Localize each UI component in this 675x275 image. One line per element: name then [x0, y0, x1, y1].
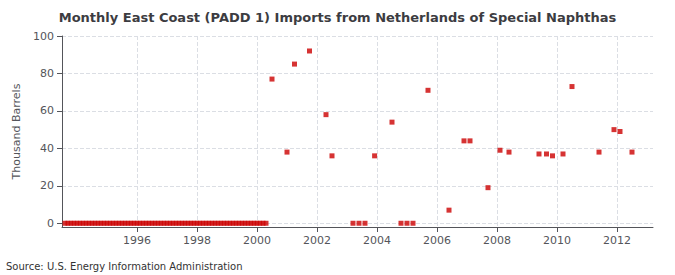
svg-text:20: 20 [40, 179, 54, 192]
svg-text:40: 40 [40, 142, 54, 155]
svg-text:0: 0 [47, 217, 54, 230]
svg-text:2002: 2002 [303, 234, 331, 247]
svg-text:80: 80 [40, 67, 54, 80]
svg-text:2010: 2010 [543, 234, 571, 247]
svg-text:1998: 1998 [183, 234, 211, 247]
svg-text:2008: 2008 [483, 234, 511, 247]
svg-text:2004: 2004 [363, 234, 391, 247]
svg-text:2012: 2012 [603, 234, 631, 247]
svg-text:100: 100 [33, 30, 54, 43]
svg-text:Source: U.S. Energy Informatio: Source: U.S. Energy Information Administ… [6, 261, 243, 272]
svg-text:1996: 1996 [123, 234, 151, 247]
svg-text:Monthly East Coast (PADD 1) Im: Monthly East Coast (PADD 1) Imports from… [59, 10, 617, 25]
svg-text:2006: 2006 [423, 234, 451, 247]
svg-text:2000: 2000 [243, 234, 271, 247]
svg-text:Thousand Barrels: Thousand Barrels [10, 83, 23, 180]
svg-text:60: 60 [40, 104, 54, 117]
